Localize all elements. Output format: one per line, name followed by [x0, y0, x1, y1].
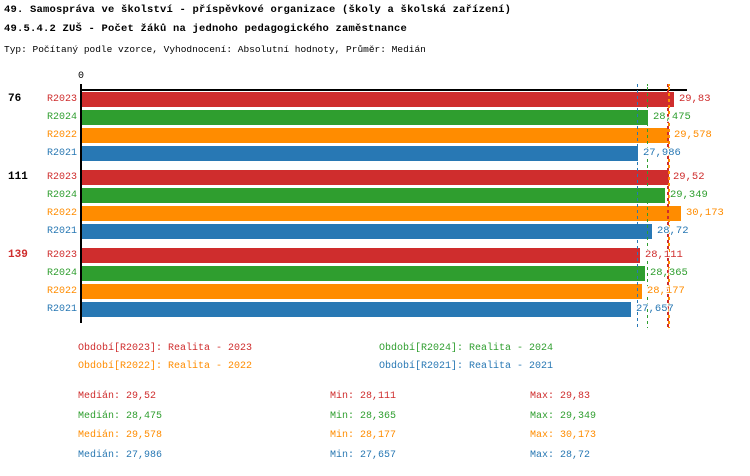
- bar-r2021: [82, 302, 631, 317]
- bar-r2024: [82, 188, 665, 203]
- stat-median-r2021: Medián: 27,986: [78, 450, 163, 462]
- bar-value-label: 29,349: [670, 189, 708, 201]
- bar-value-label: 28,72: [657, 225, 689, 237]
- bars-container: 76 R2023 29,83 R2024 28,475 R2022 29,578 R2021 2…: [0, 92, 750, 322]
- series-row-label: R2023: [46, 172, 77, 183]
- bar-row: R2021 28,72: [0, 224, 750, 239]
- bar-r2021: [82, 146, 638, 161]
- bar-value-label: 27,657: [636, 303, 674, 315]
- bar-row: R2024 29,349: [0, 188, 750, 203]
- bar-value-label: 29,578: [674, 129, 712, 141]
- group-label: 111: [8, 171, 28, 183]
- stat-min-r2021: Min: 27,657: [330, 450, 397, 462]
- bar-r2023: [82, 170, 668, 185]
- bar-row: 139 R2023 28,111: [0, 248, 750, 263]
- bar-value-label: 29,83: [679, 93, 711, 105]
- legend-item-r2021: Období[R2021]: Realita - 2021: [379, 361, 554, 372]
- series-row-label: R2021: [46, 148, 77, 159]
- series-row-label: R2024: [46, 268, 77, 279]
- bar-value-label: 28,475: [653, 111, 691, 123]
- series-row-label: R2022: [46, 208, 77, 219]
- bar-value-label: 27,986: [643, 147, 681, 159]
- bar-r2023: [82, 248, 640, 263]
- bar-row: R2024 28,475: [0, 110, 750, 125]
- bar-r2023: [82, 92, 674, 107]
- report-title: 49. Samospráva ve školství - příspěvkové…: [4, 4, 512, 16]
- series-row-label: R2022: [46, 286, 77, 297]
- x-axis-zero-tick-label: 0: [77, 71, 84, 82]
- bar-value-label: 30,173: [686, 207, 724, 219]
- indicator-title: 49.5.4.2 ZUŠ - Počet žáků na jednoho ped…: [4, 23, 408, 35]
- bar-value-label: 29,52: [673, 171, 705, 183]
- bar-value-label: 28,177: [647, 285, 685, 297]
- stat-min-r2023: Min: 28,111: [330, 391, 397, 402]
- bar-row: 111 R2023 29,52: [0, 170, 750, 185]
- group-label: 139: [8, 249, 28, 261]
- stat-max-r2024: Max: 29,349: [530, 410, 597, 422]
- bar-r2024: [82, 110, 648, 125]
- series-row-label: R2021: [46, 226, 77, 237]
- group-label: 76: [8, 93, 22, 105]
- stat-median-r2022: Medián: 29,578: [78, 430, 163, 442]
- series-row-label: R2023: [46, 94, 77, 105]
- bar-row: R2022 28,177: [0, 284, 750, 299]
- series-row-label: R2021: [46, 304, 77, 315]
- bar-r2021: [82, 224, 652, 239]
- legend-item-r2024: Období[R2024]: Realita - 2024: [379, 343, 554, 354]
- stat-max-r2022: Max: 30,173: [530, 430, 597, 442]
- y-axis-line: [80, 84, 82, 323]
- series-row-label: R2023: [46, 250, 77, 261]
- bar-r2022: [82, 284, 642, 299]
- stat-median-r2023: Medián: 29,52: [78, 391, 157, 402]
- stat-max-r2021: Max: 28,72: [530, 450, 591, 462]
- bar-r2022: [82, 128, 669, 143]
- series-row-label: R2022: [46, 130, 77, 141]
- bar-row: 76 R2023 29,83: [0, 92, 750, 107]
- series-row-label: R2024: [46, 112, 77, 123]
- bar-row: R2021 27,986: [0, 146, 750, 161]
- indicator-meta: Typ: Počítaný podle vzorce, Vyhodnocení:…: [4, 44, 426, 55]
- legend-item-r2022: Období[R2022]: Realita - 2022: [78, 361, 253, 372]
- stat-min-r2022: Min: 28,177: [330, 430, 397, 442]
- x-axis-line: [80, 89, 687, 91]
- legend-item-r2023: Období[R2023]: Realita - 2023: [78, 343, 253, 354]
- stat-min-r2024: Min: 28,365: [330, 410, 397, 422]
- chart-legend: Období[R2023]: Realita - 2023 Období[R202…: [78, 343, 553, 379]
- bar-r2022: [82, 206, 681, 221]
- bar-row: R2021 27,657: [0, 302, 750, 317]
- stat-max-r2023: Max: 29,83: [530, 391, 591, 402]
- bar-value-label: 28,111: [645, 249, 683, 261]
- stat-median-r2024: Medián: 28,475: [78, 410, 163, 422]
- bar-row: R2022 29,578: [0, 128, 750, 143]
- bar-row: R2024 28,365: [0, 266, 750, 281]
- chart-stats: Medián: 29,52 Min: 28,111 Max: 29,83 Medián…: [78, 391, 596, 470]
- bar-row: R2022 30,173: [0, 206, 750, 221]
- bar-value-label: 28,365: [650, 267, 688, 279]
- bar-r2024: [82, 266, 645, 281]
- series-row-label: R2024: [46, 190, 77, 201]
